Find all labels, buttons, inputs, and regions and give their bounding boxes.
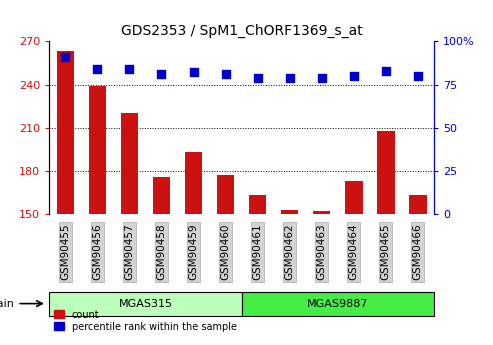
Text: GSM90460: GSM90460 <box>220 224 231 280</box>
Bar <box>89 86 106 345</box>
Bar <box>345 181 362 345</box>
Point <box>189 70 197 75</box>
Bar <box>377 130 394 345</box>
Text: MGAS9887: MGAS9887 <box>307 299 368 308</box>
Point <box>253 75 261 80</box>
Text: GSM90463: GSM90463 <box>317 224 327 280</box>
Bar <box>153 177 170 345</box>
Text: GSM90461: GSM90461 <box>252 224 263 280</box>
Bar <box>121 113 138 345</box>
Text: GSM90455: GSM90455 <box>60 224 70 280</box>
Bar <box>57 51 74 345</box>
Text: GSM90458: GSM90458 <box>156 224 167 280</box>
Text: GSM90457: GSM90457 <box>124 224 135 280</box>
Bar <box>249 195 266 345</box>
Point <box>125 66 133 72</box>
Bar <box>281 209 298 345</box>
Point <box>317 75 325 80</box>
Text: GSM90465: GSM90465 <box>381 224 391 280</box>
Text: MGAS315: MGAS315 <box>118 299 173 308</box>
Point <box>286 75 294 80</box>
Text: GSM90456: GSM90456 <box>92 224 103 280</box>
Point <box>350 73 357 79</box>
Text: GSM90464: GSM90464 <box>349 224 359 280</box>
Bar <box>185 152 202 345</box>
Point <box>94 66 102 72</box>
Point <box>157 71 165 77</box>
Text: GSM90466: GSM90466 <box>413 224 423 280</box>
Point <box>382 68 389 73</box>
Point <box>221 71 229 77</box>
Text: GSM90459: GSM90459 <box>188 224 199 280</box>
Bar <box>217 175 234 345</box>
Legend: count, percentile rank within the sample: count, percentile rank within the sample <box>54 309 237 332</box>
Point <box>61 54 69 60</box>
Title: GDS2353 / SpM1_ChORF1369_s_at: GDS2353 / SpM1_ChORF1369_s_at <box>121 23 362 38</box>
Bar <box>409 195 426 345</box>
Text: GSM90462: GSM90462 <box>284 224 295 280</box>
Text: strain: strain <box>0 299 15 308</box>
Bar <box>313 211 330 345</box>
Point <box>414 73 422 79</box>
